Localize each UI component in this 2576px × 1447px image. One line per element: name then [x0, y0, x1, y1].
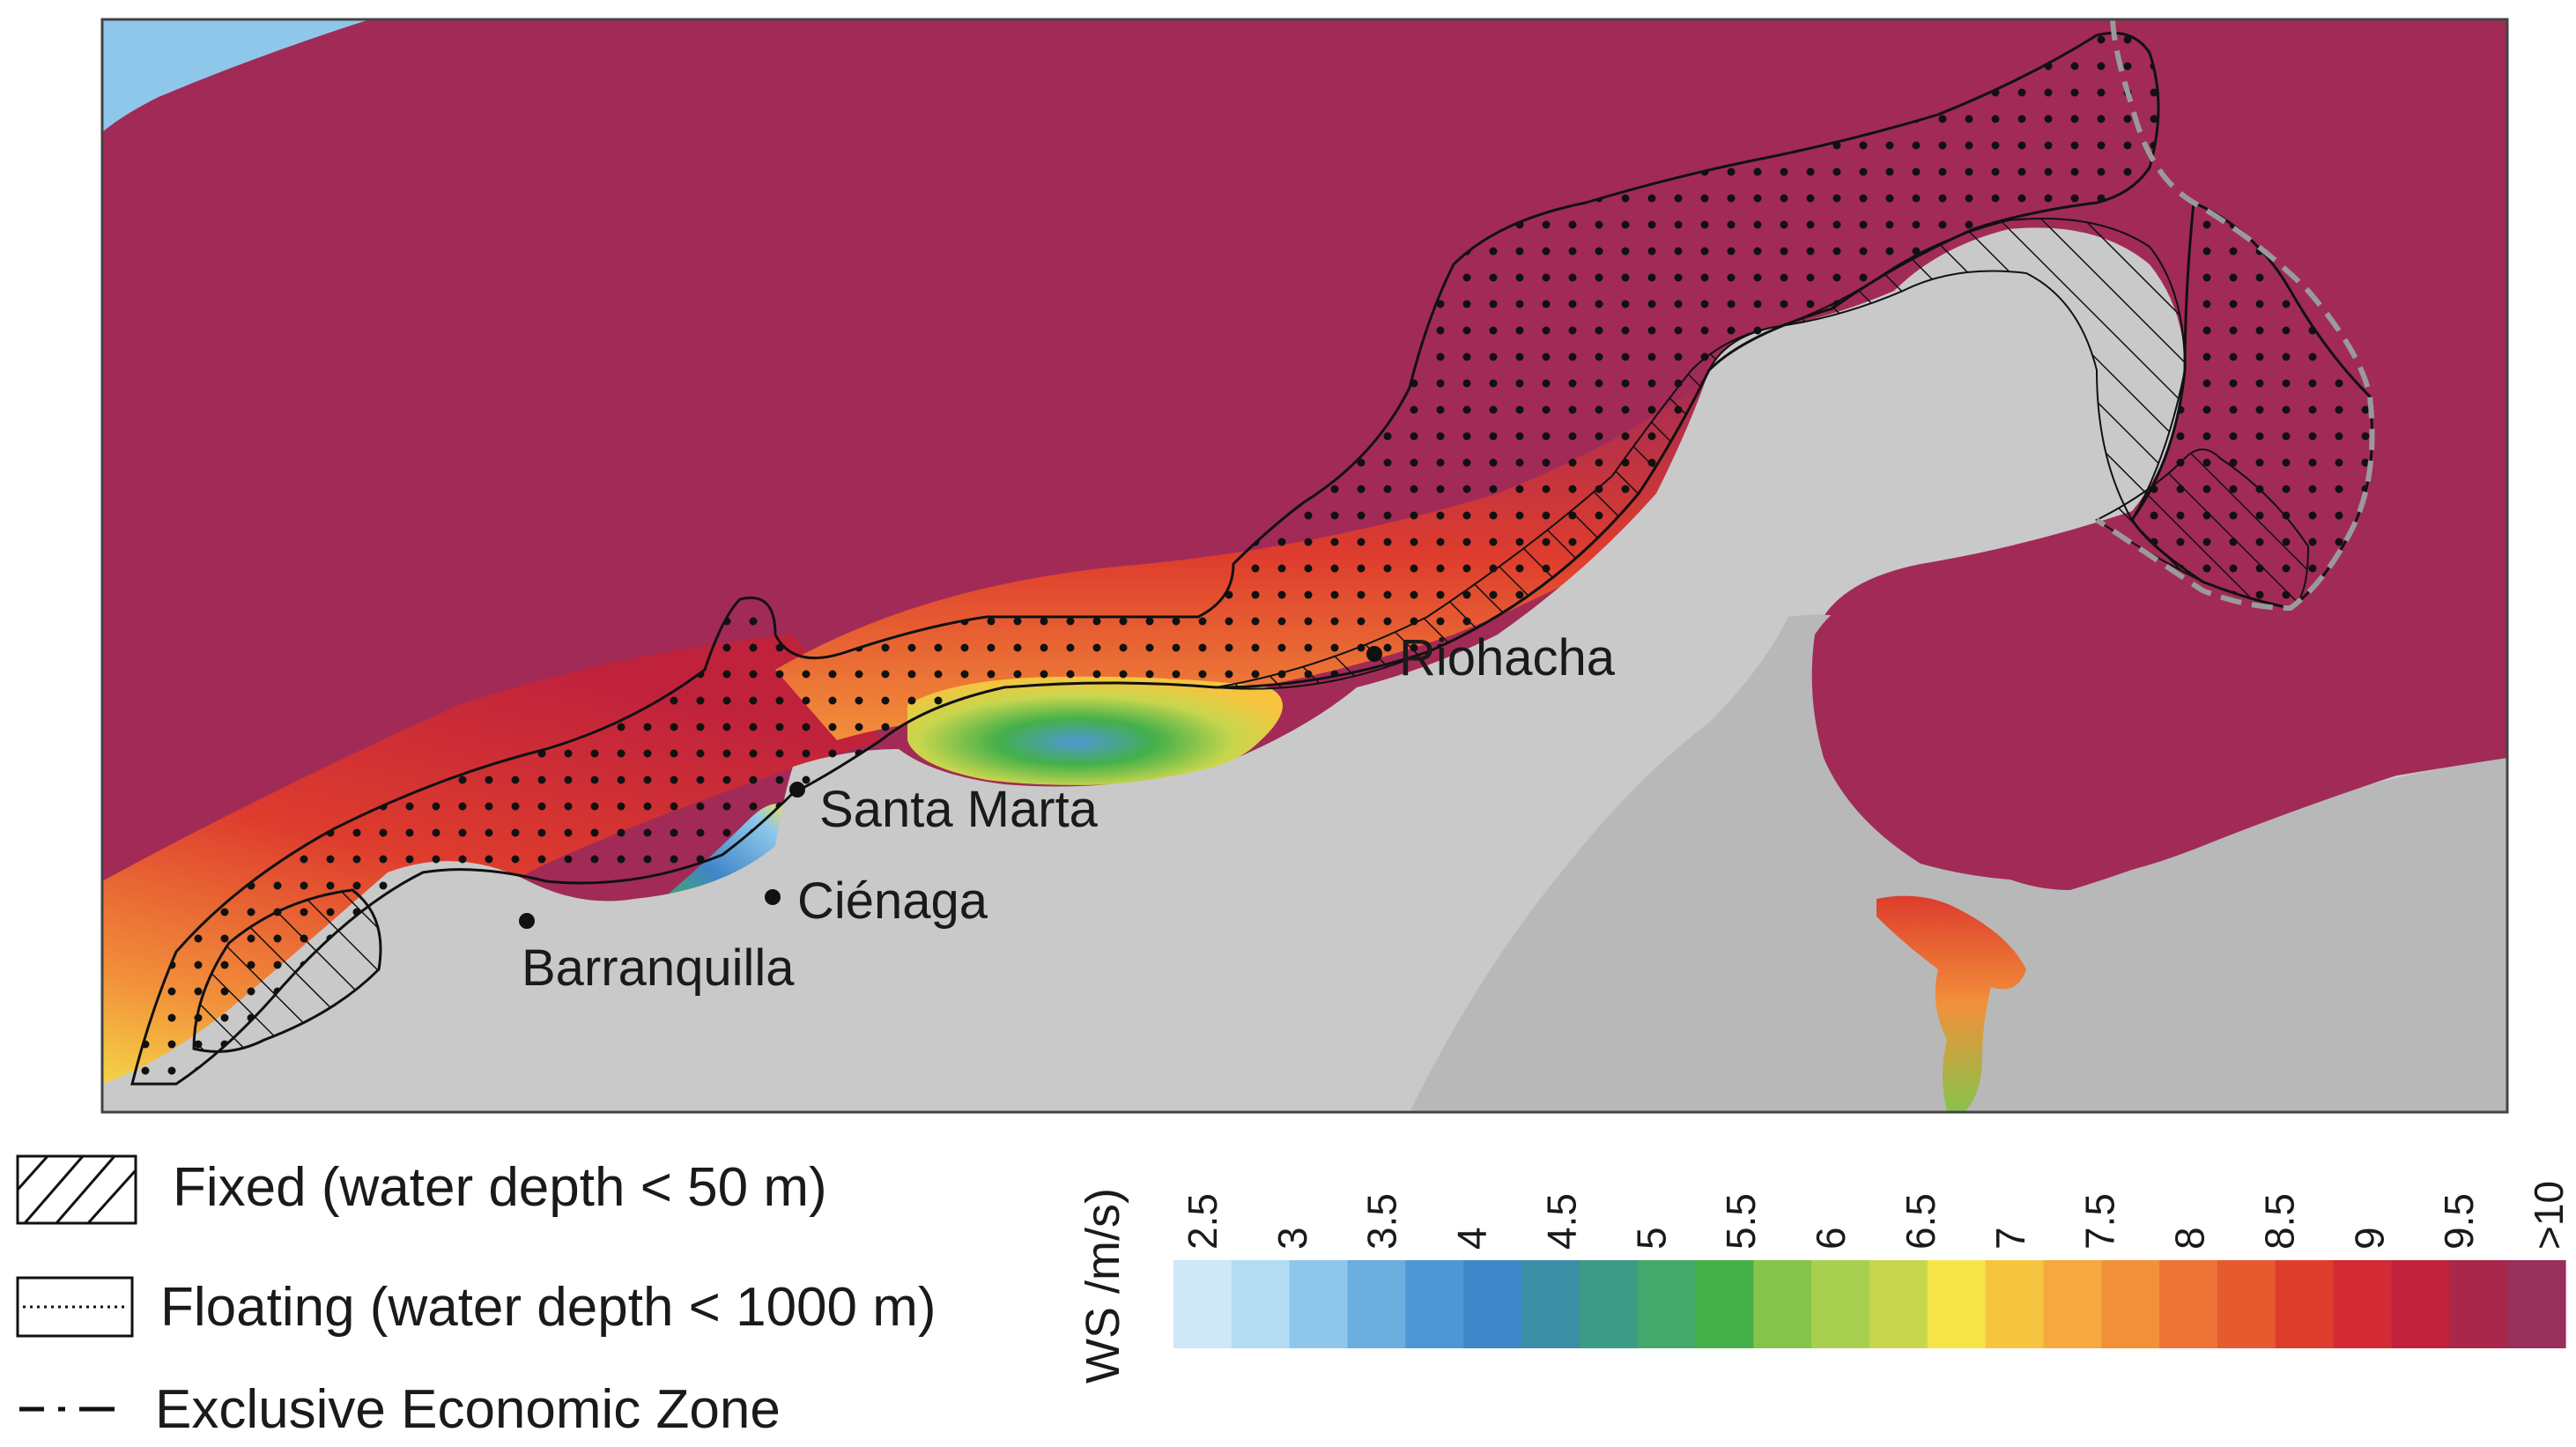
fixed-zone-central [1215, 218, 2187, 690]
colorbar-tick-label: 6.5 [1898, 1193, 1943, 1250]
colorbar-tick-label: 6 [1808, 1227, 1854, 1250]
fixed-legend-label: Fixed (water depth < 50 m) [173, 1157, 827, 1218]
colorbar-swatch [1463, 1260, 1522, 1348]
colorbar-swatch [2507, 1260, 2566, 1348]
colorbar-tick-label: 2.5 [1180, 1193, 1225, 1250]
cool-patch-east [907, 676, 1283, 785]
colorbar-tick-label: 4 [1449, 1227, 1495, 1250]
colorbar-swatch [1695, 1260, 1754, 1348]
colorbar-swatch [1869, 1260, 1928, 1348]
map-frame [100, 18, 2509, 1114]
colorbar: 2.5 3 3.5 4 4.5 5 5.5 6 6.5 7 7.5 8 8.5 9 9.5 >10 [1173, 1181, 2572, 1348]
colorbar-tick-label: >10 [2526, 1181, 2572, 1250]
cienaga-label: Ciénaga [797, 872, 988, 930]
barranquilla-label: Barranquilla [522, 939, 795, 997]
colorbar-tick-label: 7.5 [2077, 1193, 2123, 1250]
floating-swatch [16, 1276, 134, 1338]
colorbar-swatch [1405, 1260, 1464, 1348]
santa-marta-label: Santa Marta [819, 781, 1099, 838]
riohacha-marker [1366, 646, 1382, 662]
colorbar-tick-label: 4.5 [1538, 1193, 1584, 1250]
colorbar-swatch [2043, 1260, 2102, 1348]
colorbar-swatch [2449, 1260, 2508, 1348]
colorbar-title: WS /m/s) [1077, 1188, 1129, 1384]
colorbar-swatch [1579, 1260, 1639, 1348]
cienaga-marker [765, 889, 781, 905]
eez-swatch [19, 1406, 115, 1412]
lagoon [1876, 895, 2026, 1112]
colorbar-swatch [1927, 1260, 1987, 1348]
eez-legend-label: Exclusive Economic Zone [155, 1379, 781, 1440]
colorbar-swatch [2333, 1260, 2393, 1348]
colorbar-tick-label: 5 [1628, 1227, 1674, 1250]
colorbar-swatch [2159, 1260, 2218, 1348]
colorbar-tick-label: 8.5 [2256, 1193, 2302, 1250]
colorbar-swatch [1637, 1260, 1697, 1348]
riohacha-label: Riohacha [1399, 629, 1616, 686]
colorbar-swatch [2391, 1260, 2450, 1348]
fixed-zone-west [192, 888, 382, 1053]
colorbar-swatch [1753, 1260, 1812, 1348]
colorbar-swatch [1811, 1260, 1870, 1348]
colorbar-swatch [1173, 1260, 1232, 1348]
colorbar-tick-label: 9.5 [2436, 1193, 2482, 1250]
colorbar-tick-label: 5.5 [1718, 1193, 1764, 1250]
floating-zone-west [130, 32, 2160, 1086]
colorbar-swatch [1289, 1260, 1349, 1348]
colorbar-tick-label: 9 [2346, 1227, 2392, 1250]
colorbar-tick-label: 3 [1269, 1227, 1315, 1250]
eez-border [2095, 19, 2375, 612]
colorbar-swatch [2217, 1260, 2276, 1348]
colorbar-swatch [1231, 1260, 1291, 1348]
colorbar-swatch [1347, 1260, 1406, 1348]
colorbar-tick-label: 8 [2167, 1227, 2213, 1250]
colorbar-swatch [1985, 1260, 2045, 1348]
floating-legend-label: Floating (water depth < 1000 m) [160, 1277, 936, 1338]
light-sea-area [102, 19, 370, 132]
fixed-zone-east [2095, 449, 2310, 610]
barranquilla-marker [519, 913, 535, 929]
fixed-swatch [16, 1154, 137, 1225]
colorbar-swatch [2101, 1260, 2160, 1348]
colorbar-swatch [2275, 1260, 2335, 1348]
colorbar-swatch [1521, 1260, 1580, 1348]
santa-marta-marker [789, 782, 805, 798]
colorbar-tick-label: 7 [1988, 1227, 2033, 1250]
colorbar-tick-label: 3.5 [1359, 1193, 1405, 1250]
